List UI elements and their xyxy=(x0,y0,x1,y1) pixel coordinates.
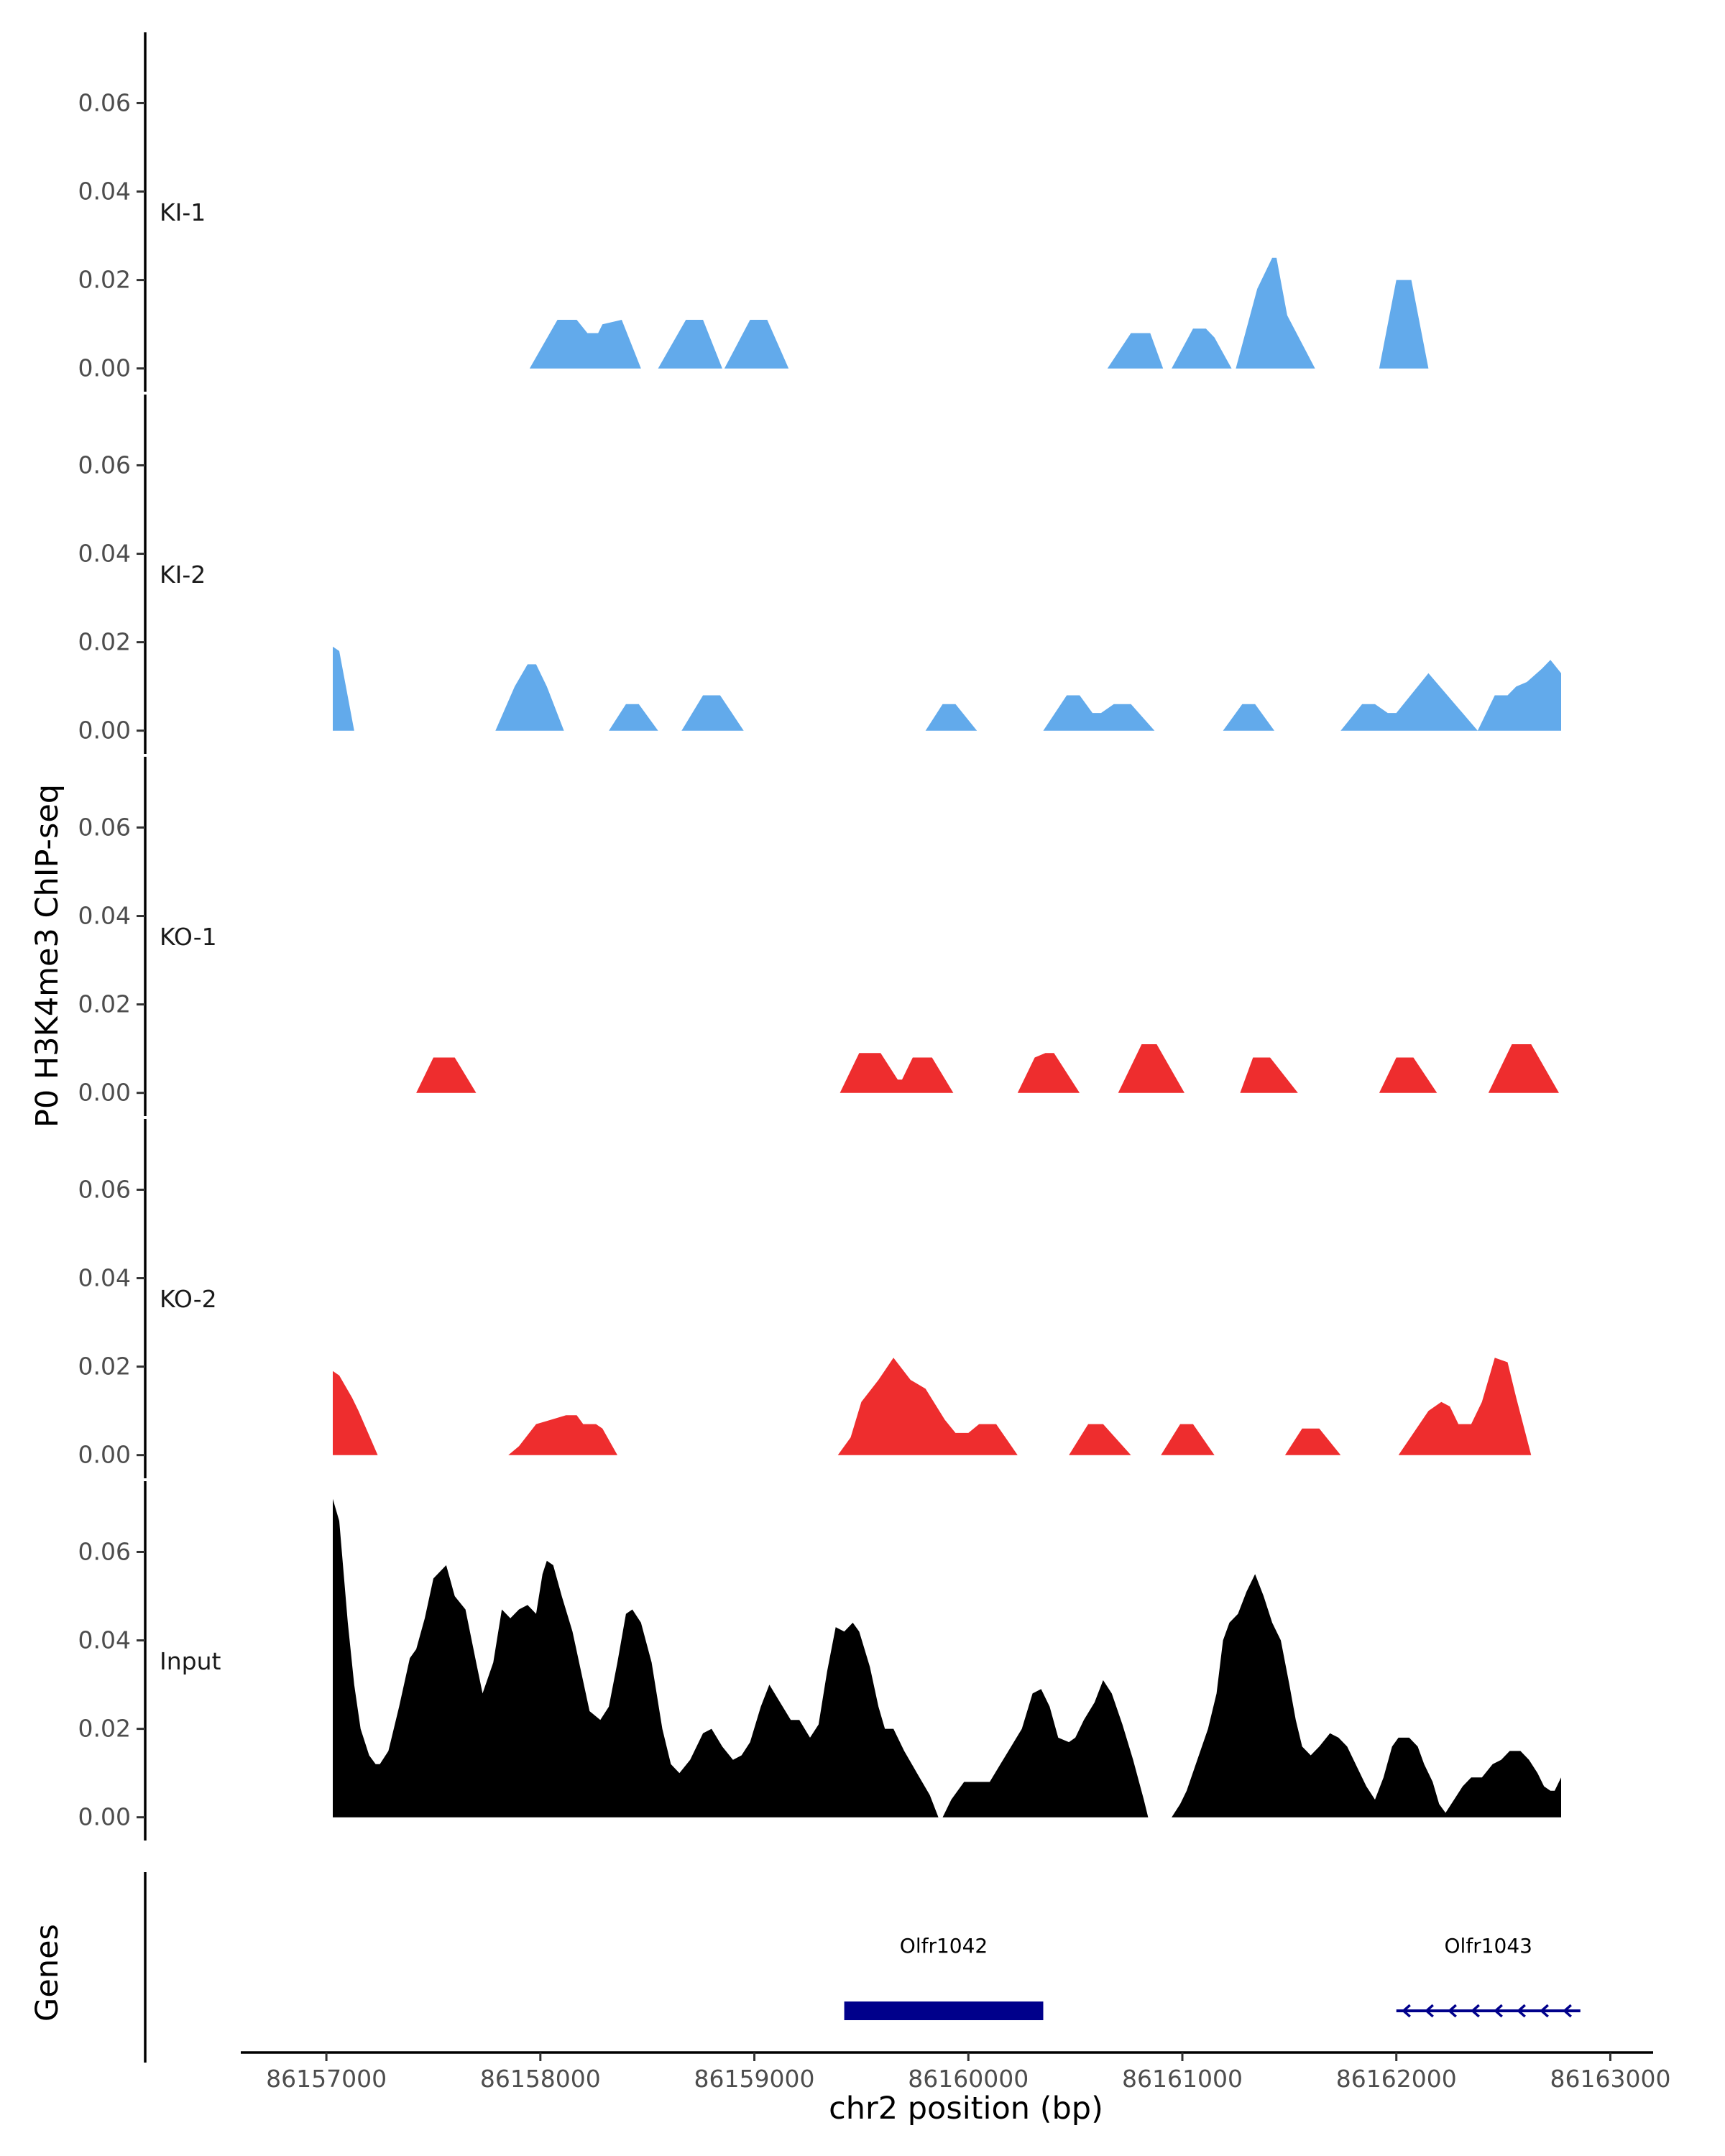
gene-olfr1042: Olfr1042 xyxy=(844,1934,1044,2020)
strand-arrow xyxy=(1448,2004,1457,2018)
track-ki-2: 0.00 0.02 0.04 0.06 KI-2 xyxy=(78,395,1561,754)
coverage-area xyxy=(508,1415,617,1455)
coverage-area xyxy=(609,704,658,731)
track-label: KI-1 xyxy=(160,198,206,226)
coverage-area xyxy=(495,664,564,731)
y-tick-label: 0.04 xyxy=(78,540,131,568)
x-tick-label: 86159000 xyxy=(694,2065,815,2093)
x-tick-label: 86161000 xyxy=(1122,2065,1243,2093)
y-tick-label: 0.06 xyxy=(78,813,131,841)
track-label: KI-2 xyxy=(160,561,206,589)
coverage-area xyxy=(1488,1044,1559,1093)
y-tick-label: 0.00 xyxy=(78,354,131,382)
coverage-area xyxy=(333,1370,378,1455)
y-tick-label: 0.02 xyxy=(78,266,131,294)
strand-arrow xyxy=(1517,2004,1526,2018)
coverage-area xyxy=(724,320,789,369)
y-tick-label: 0.00 xyxy=(78,717,131,745)
coverage-area xyxy=(1069,1424,1131,1455)
track-label: Input xyxy=(160,1647,221,1675)
track-label: KO-1 xyxy=(160,923,217,951)
x-axis-title: chr2 position (bp) xyxy=(829,2091,1103,2127)
strand-arrow xyxy=(1563,2004,1572,2018)
x-axis: 86157000 86158000 86159000 86160000 86161000… xyxy=(241,2051,1670,2093)
x-tick-label: 86163000 xyxy=(1550,2065,1670,2093)
coverage-area xyxy=(1284,1428,1341,1455)
coverage-area xyxy=(1043,695,1155,731)
coverage-area xyxy=(416,1057,485,1093)
coverage-area xyxy=(1398,1358,1532,1455)
track-ki-1: 0.00 0.02 0.04 0.06 KI-1 xyxy=(78,32,1429,392)
coverage-area xyxy=(840,1053,954,1093)
x-tick-label: 86158000 xyxy=(480,2065,601,2093)
y-tick-label: 0.02 xyxy=(78,1715,131,1743)
y-tick-label: 0.04 xyxy=(78,178,131,206)
coverage-area xyxy=(1017,1053,1080,1093)
coverage-area xyxy=(942,1680,1149,1818)
coverage-area xyxy=(658,320,722,369)
y-tick-label: 0.00 xyxy=(78,1441,131,1469)
coverage-area xyxy=(1379,1057,1438,1093)
y-tick-label: 0.06 xyxy=(78,1537,131,1565)
coverage-area xyxy=(1118,1044,1184,1093)
x-tick-label: 86157000 xyxy=(266,2065,387,2093)
coverage-area xyxy=(1379,280,1429,369)
y-tick-label: 0.06 xyxy=(78,88,131,116)
y-tick-label: 0.02 xyxy=(78,990,131,1018)
gene-body xyxy=(844,2001,1044,2020)
gene-olfr1043: Olfr1043 xyxy=(1396,1934,1581,2018)
coverage-area xyxy=(1236,257,1315,369)
track-input: 0.00 0.02 0.04 0.06 Input xyxy=(78,1481,1561,1841)
strand-arrow xyxy=(1494,2004,1503,2018)
strand-arrow xyxy=(1402,2004,1411,2018)
y-axis-title: P0 H3K4me3 ChIP-seq xyxy=(29,784,65,1128)
y-tick-label: 0.04 xyxy=(78,1626,131,1654)
coverage-area xyxy=(333,646,363,731)
y-tick-label: 0.00 xyxy=(78,1803,131,1831)
x-tick-label: 86162000 xyxy=(1336,2065,1457,2093)
track-ko-2: 0.00 0.02 0.04 0.06 KO-2 xyxy=(78,1119,1532,1478)
y-tick-label: 0.04 xyxy=(78,902,131,930)
genes-track: Olfr1042 Olfr1043 xyxy=(144,1872,1581,2063)
coverage-area xyxy=(529,320,641,369)
y-tick-label: 0.00 xyxy=(78,1079,131,1107)
coverage-area xyxy=(1340,660,1561,731)
coverage-area xyxy=(925,704,978,731)
coverage-area xyxy=(837,1358,1018,1455)
coverage-area xyxy=(1107,333,1164,369)
track-ko-1: 0.00 0.02 0.04 0.06 KO-1 xyxy=(78,757,1559,1116)
gene-label: Olfr1043 xyxy=(1445,1934,1532,1958)
coverage-area xyxy=(1172,328,1232,369)
tracks-layer: 0.00 0.02 0.04 0.06 KI-1 0.00 0.02 0.04 0.06 KI-2… xyxy=(78,32,1561,1841)
coverage-area xyxy=(1240,1057,1298,1093)
gene-label: Olfr1042 xyxy=(900,1934,988,1958)
genes-axis-title: Genes xyxy=(29,1924,65,2022)
x-tick-label: 86160000 xyxy=(908,2065,1029,2093)
strand-arrow xyxy=(1471,2004,1480,2018)
strand-arrow xyxy=(1425,2004,1434,2018)
y-tick-label: 0.02 xyxy=(78,1353,131,1381)
coverage-area xyxy=(333,1498,939,1818)
y-tick-label: 0.04 xyxy=(78,1264,131,1292)
coverage-area xyxy=(1161,1424,1215,1455)
coverage-area xyxy=(681,695,744,731)
coverage-area xyxy=(1172,1574,1561,1818)
y-tick-label: 0.06 xyxy=(78,1175,131,1203)
y-tick-label: 0.06 xyxy=(78,451,131,479)
coverage-area xyxy=(1223,704,1274,731)
strand-arrow xyxy=(1540,2004,1549,2018)
track-label: KO-2 xyxy=(160,1285,217,1313)
y-tick-label: 0.02 xyxy=(78,628,131,656)
